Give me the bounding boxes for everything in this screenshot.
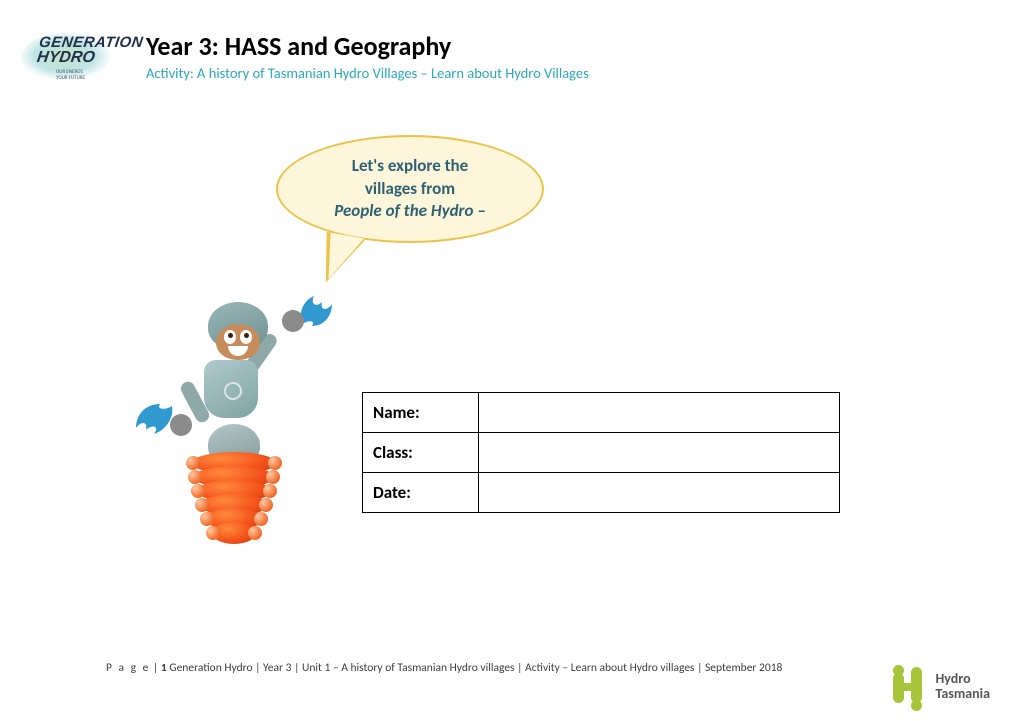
date-field[interactable]: [478, 473, 839, 513]
table-row: Class:: [363, 433, 840, 473]
table-row: Date:: [363, 473, 840, 513]
name-field[interactable]: [478, 393, 839, 433]
header: GENERATION HYDRO OUR ENERGY, YOUR FUTURE…: [0, 0, 1020, 98]
logo-line-1: GENERATION: [38, 36, 144, 50]
student-info-table: Name: Class: Date:: [362, 392, 840, 513]
footer-page-word: P a g e: [106, 661, 150, 675]
name-label: Name:: [363, 393, 479, 433]
character-mascot: [132, 288, 362, 628]
ht-logo-line-2: Tasmania: [935, 687, 990, 702]
hydro-tasmania-mark-icon: [893, 667, 927, 707]
speech-line-3: People of the Hydro –: [334, 200, 486, 223]
page-title: Year 3: HASS and Geography: [146, 30, 589, 62]
page-subtitle: Activity: A history of Tasmanian Hydro V…: [146, 64, 589, 82]
speech-line-1: Let's explore the: [334, 155, 486, 178]
hydro-tasmania-logo: Hydro Tasmania: [893, 667, 990, 707]
speech-line-2: villages from: [334, 178, 486, 201]
class-label: Class:: [363, 433, 479, 473]
footer-page-number: 1: [161, 661, 167, 675]
footer-text: P a g e | 1 Generation Hydro | Year 3 | …: [106, 661, 782, 675]
logo-tagline-2: YOUR FUTURE: [56, 76, 85, 82]
generation-hydro-logo: GENERATION HYDRO OUR ENERGY, YOUR FUTURE: [20, 28, 132, 98]
speech-bubble: Let's explore the villages from People o…: [276, 135, 544, 243]
class-field[interactable]: [478, 433, 839, 473]
logo-line-2: HYDRO: [36, 50, 142, 65]
date-label: Date:: [363, 473, 479, 513]
table-row: Name:: [363, 393, 840, 433]
header-text: Year 3: HASS and Geography Activity: A h…: [146, 28, 589, 82]
